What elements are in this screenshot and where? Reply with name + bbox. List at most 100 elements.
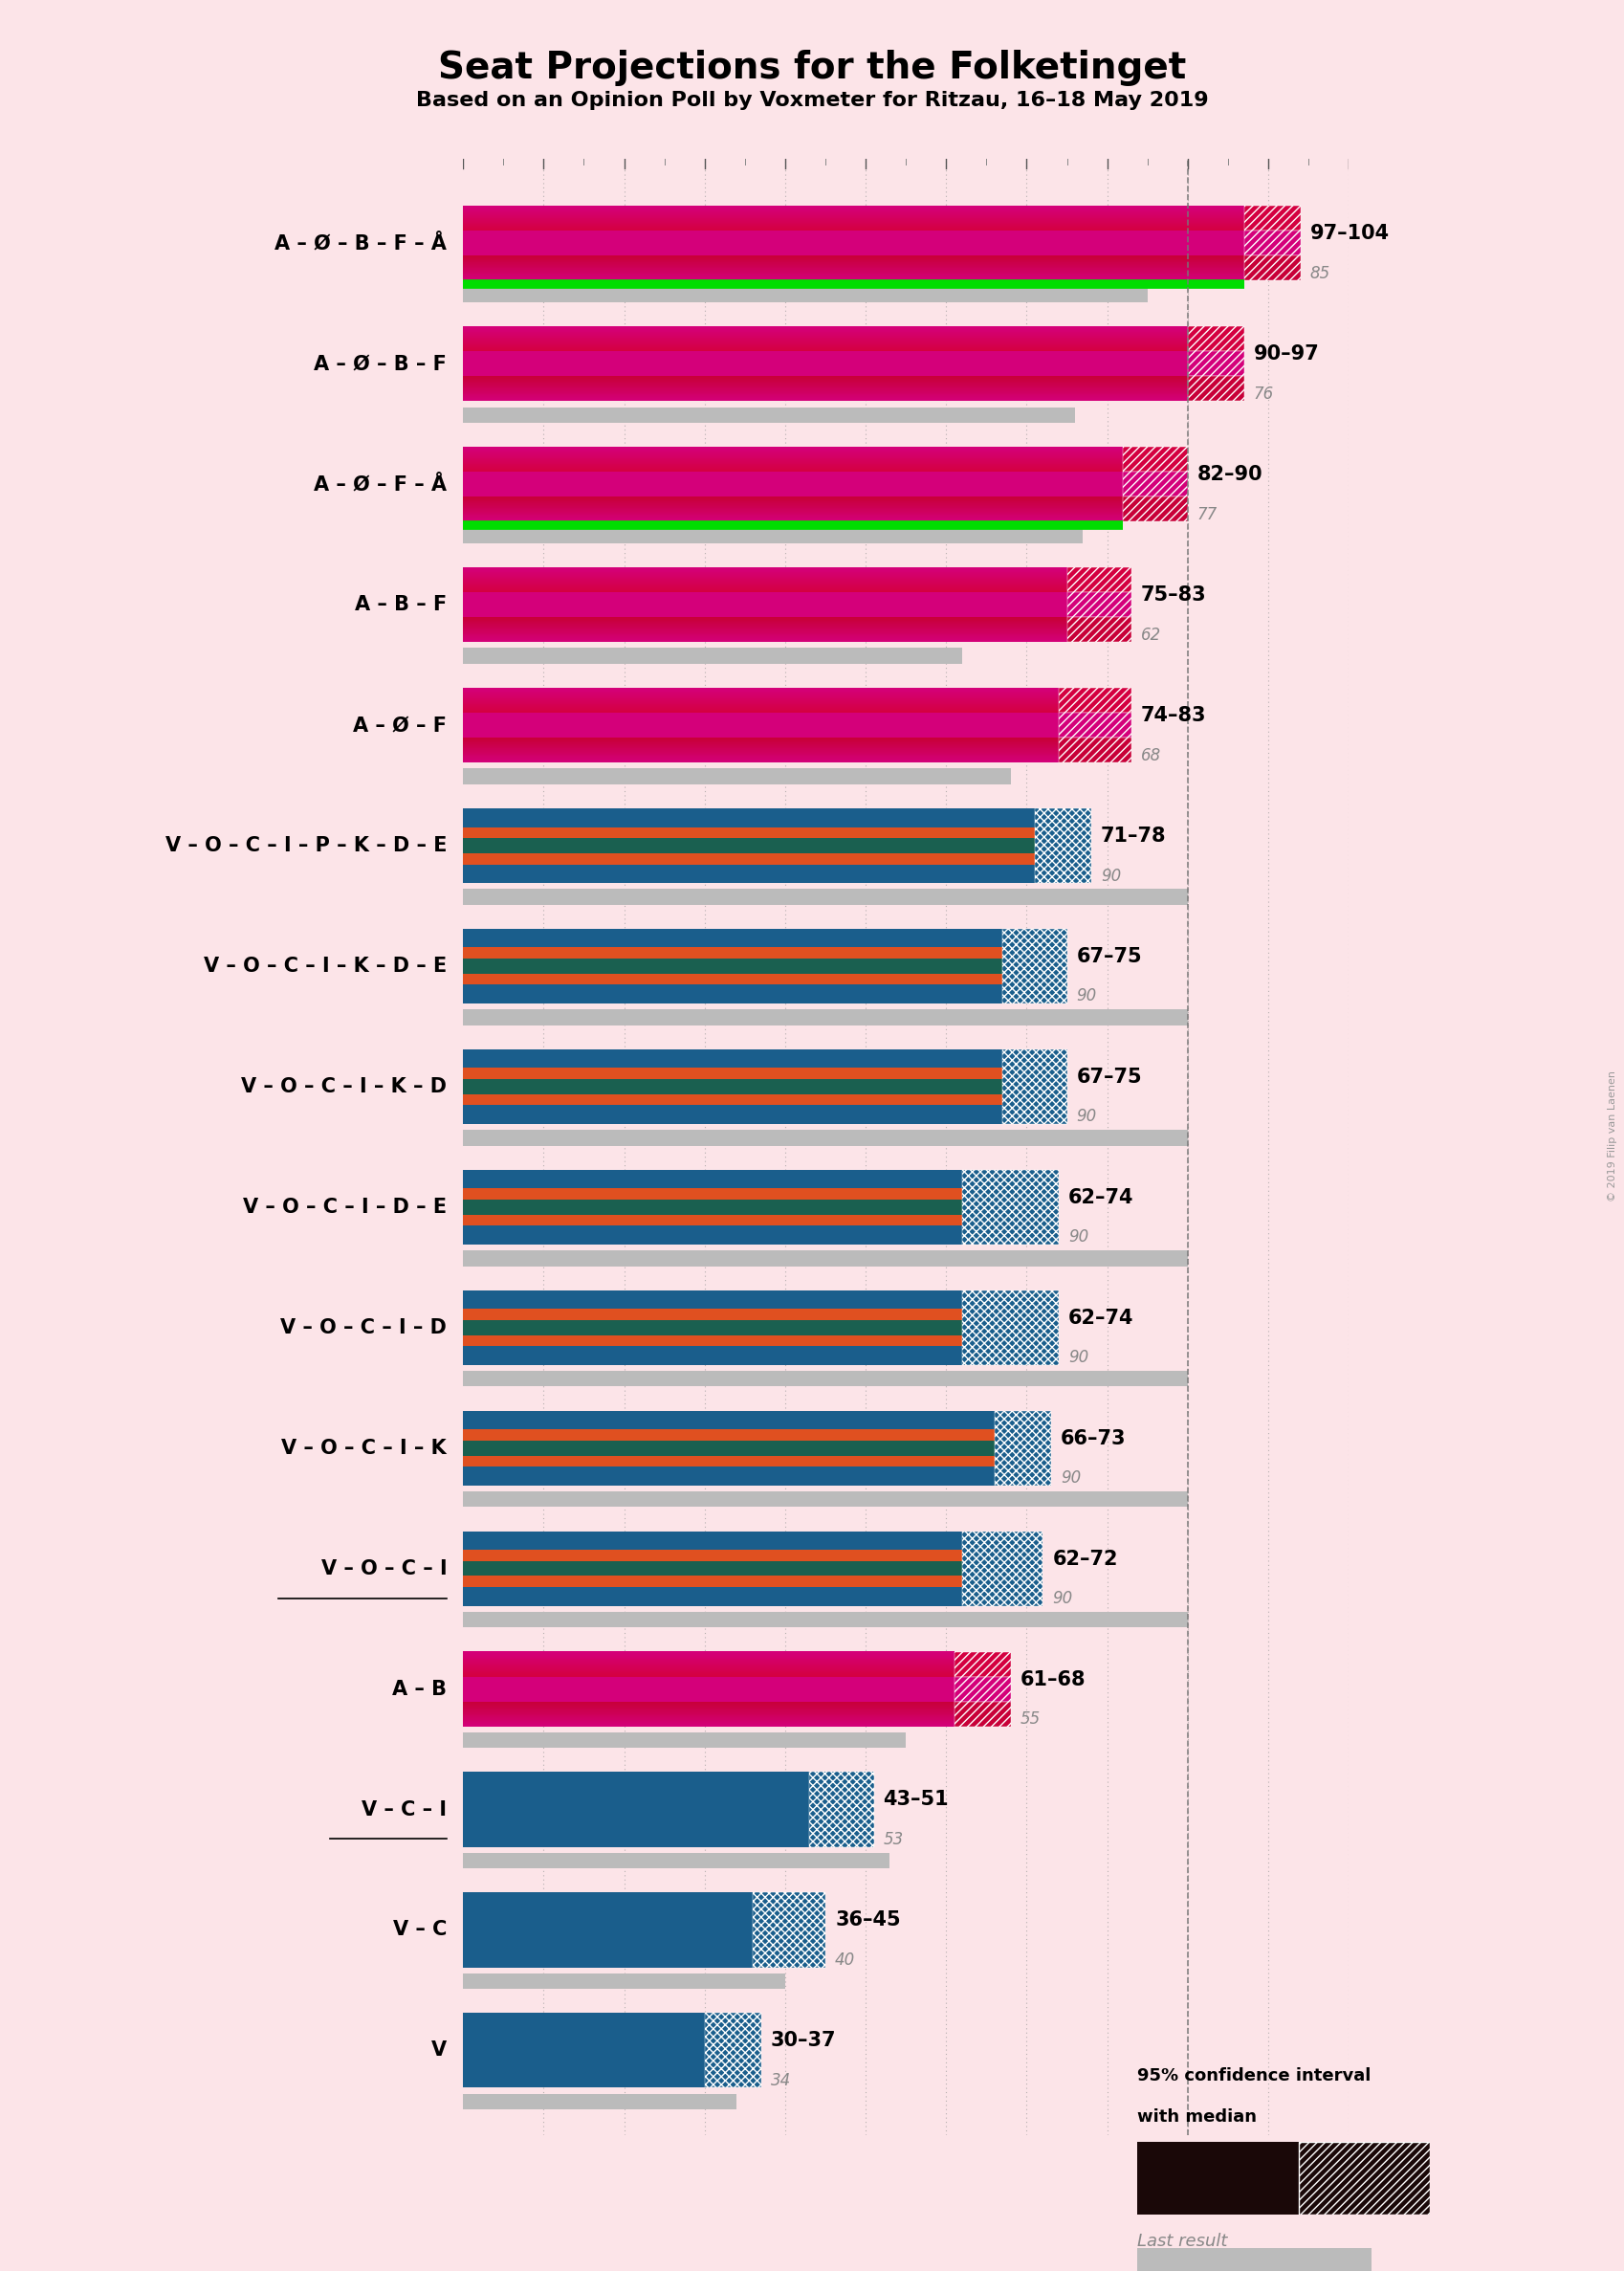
Text: V – O – C – I – K: V – O – C – I – K — [281, 1438, 447, 1458]
Text: 90: 90 — [1069, 1349, 1088, 1367]
Bar — [1067, 568, 1130, 593]
Bar — [463, 1531, 961, 1549]
Bar — [463, 1372, 1187, 1388]
Text: Seat Projections for the Folketinget: Seat Projections for the Folketinget — [438, 50, 1186, 86]
Bar — [1034, 808, 1090, 883]
Bar — [463, 2012, 705, 2087]
Text: 53: 53 — [883, 1830, 903, 1849]
Bar — [1244, 207, 1299, 232]
Bar — [463, 854, 1034, 865]
Bar — [953, 1651, 1010, 1676]
Text: 90: 90 — [1060, 1469, 1080, 1488]
Text: 62–72: 62–72 — [1052, 1549, 1117, 1569]
Text: 36–45: 36–45 — [835, 1910, 900, 1930]
Bar — [1187, 352, 1244, 377]
Bar — [463, 808, 1034, 827]
Text: 95% confidence interval: 95% confidence interval — [1137, 2067, 1371, 2085]
Bar — [1187, 377, 1244, 402]
Bar — [463, 1973, 784, 1989]
Bar — [961, 1170, 1059, 1245]
Text: 90: 90 — [1099, 868, 1121, 883]
Text: 66–73: 66–73 — [1060, 1428, 1125, 1449]
Bar — [463, 827, 1034, 838]
Bar — [1244, 232, 1299, 257]
Bar — [463, 1456, 994, 1467]
Text: 40: 40 — [835, 1951, 854, 1969]
Bar — [463, 1095, 1002, 1106]
Bar — [463, 1467, 994, 1485]
Text: 62: 62 — [1140, 627, 1161, 643]
Bar — [463, 647, 961, 663]
Text: 76: 76 — [1254, 386, 1273, 402]
Bar — [463, 1428, 994, 1440]
Bar — [463, 1290, 961, 1308]
Bar — [961, 1290, 1059, 1365]
Bar — [463, 1853, 890, 1869]
Bar — [1122, 497, 1187, 522]
Text: 62–74: 62–74 — [1069, 1188, 1134, 1206]
Text: A – Ø – B – F: A – Ø – B – F — [313, 354, 447, 372]
Text: 71–78: 71–78 — [1099, 827, 1166, 845]
Bar — [463, 1440, 994, 1456]
Text: with median: with median — [1137, 2107, 1257, 2126]
Bar — [463, 472, 1122, 497]
Bar — [463, 527, 1082, 543]
Bar — [953, 1701, 1010, 1726]
Bar — [1067, 593, 1130, 618]
Bar — [1244, 257, 1299, 282]
Bar — [463, 1576, 961, 1587]
Bar — [1059, 688, 1130, 713]
Bar — [463, 1492, 1187, 1508]
Bar — [463, 888, 1187, 904]
Bar — [463, 2094, 736, 2110]
Text: V – O – C – I – P – K – D – E: V – O – C – I – P – K – D – E — [166, 836, 447, 856]
Bar — [1059, 738, 1130, 763]
Bar — [463, 1215, 961, 1226]
Bar — [1059, 713, 1130, 738]
Bar — [463, 929, 1002, 947]
Text: 90–97: 90–97 — [1254, 345, 1319, 363]
Text: 62–74: 62–74 — [1069, 1308, 1134, 1329]
Bar — [463, 593, 1067, 618]
Text: A – Ø – B – F – Å: A – Ø – B – F – Å — [274, 234, 447, 252]
Bar — [953, 1676, 1010, 1701]
Bar — [463, 1335, 961, 1347]
Bar — [463, 1308, 961, 1319]
Text: Last result: Last result — [1137, 2232, 1228, 2251]
Bar — [463, 974, 1002, 986]
Text: 55: 55 — [1020, 1710, 1039, 1728]
Text: A – B: A – B — [391, 1681, 447, 1699]
Bar — [752, 1892, 825, 1967]
Bar — [1122, 447, 1187, 472]
Bar — [1137, 2248, 1371, 2271]
Bar — [463, 232, 1244, 257]
Bar — [1067, 618, 1130, 643]
Bar — [463, 865, 1034, 883]
Bar — [463, 1771, 809, 1846]
Text: A – Ø – F – Å: A – Ø – F – Å — [313, 475, 447, 495]
Bar — [463, 407, 1075, 422]
Bar — [1122, 472, 1187, 497]
Text: V – O – C – I – D: V – O – C – I – D — [281, 1317, 447, 1338]
Bar — [463, 1347, 961, 1365]
Bar — [463, 1199, 961, 1215]
Text: 97–104: 97–104 — [1309, 225, 1389, 243]
Text: 90: 90 — [1069, 1229, 1088, 1247]
Text: 77: 77 — [1197, 506, 1216, 522]
Bar — [463, 1106, 1002, 1124]
Bar — [463, 1676, 953, 1701]
Text: © 2019 Filip van Laenen: © 2019 Filip van Laenen — [1606, 1070, 1616, 1201]
Text: A – B – F: A – B – F — [354, 595, 447, 613]
Bar — [463, 1226, 961, 1245]
Bar — [463, 986, 1002, 1004]
Bar — [463, 1410, 994, 1428]
Text: 90: 90 — [1077, 988, 1096, 1004]
Text: Based on an Opinion Poll by Voxmeter for Ritzau, 16–18 May 2019: Based on an Opinion Poll by Voxmeter for… — [416, 91, 1208, 109]
Bar — [463, 1560, 961, 1576]
Bar — [463, 1587, 961, 1606]
Text: 30–37: 30–37 — [770, 2030, 836, 2051]
Text: A – Ø – F: A – Ø – F — [352, 715, 447, 736]
Text: 90: 90 — [1077, 1108, 1096, 1126]
Bar — [463, 1733, 906, 1749]
Bar — [463, 1188, 961, 1199]
